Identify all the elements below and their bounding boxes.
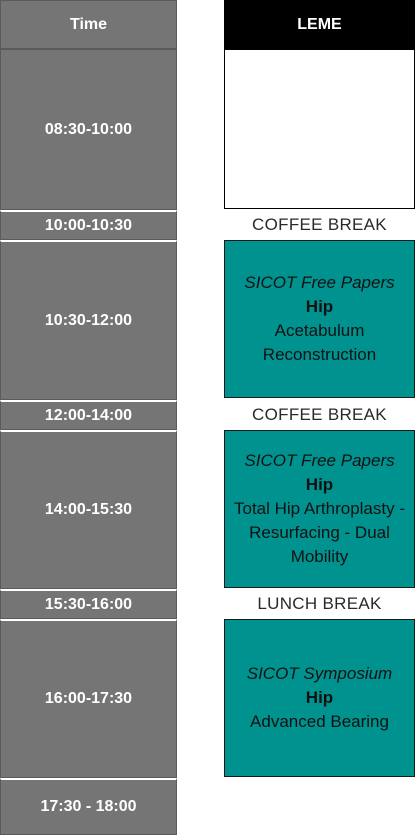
time-slot-1600: 16:00-17:30 bbox=[0, 619, 177, 778]
session-acetabulum-reconstruction[interactable]: SICOT Free Papers Hip Acetabulum Reconst… bbox=[224, 240, 415, 398]
time-slot-1530: 15:30-16:00 bbox=[0, 589, 177, 619]
session-title: Advanced Bearing bbox=[250, 712, 389, 731]
time-slot-0830: 08:30-10:00 bbox=[0, 49, 177, 210]
time-slot-1030: 10:30-12:00 bbox=[0, 240, 177, 400]
session-kind: SICOT Free Papers bbox=[244, 451, 395, 470]
room-header-leme: LEME bbox=[224, 0, 415, 49]
session-kind: SICOT Symposium bbox=[246, 664, 393, 683]
session-kind: SICOT Free Papers bbox=[244, 273, 395, 292]
session-topic: Hip bbox=[305, 297, 334, 316]
coffee-break-label: COFFEE BREAK bbox=[252, 215, 387, 234]
session-title: Acetabulum Reconstruction bbox=[262, 321, 377, 364]
time-slot-1000: 10:00-10:30 bbox=[0, 210, 177, 240]
session-topic: Hip bbox=[305, 688, 334, 707]
time-slot-1200: 12:00-14:00 bbox=[0, 400, 177, 430]
time-slot-1400: 14:00-15:30 bbox=[0, 430, 177, 589]
session-advanced-bearing[interactable]: SICOT Symposium Hip Advanced Bearing bbox=[224, 619, 415, 777]
coffee-break-label: COFFEE BREAK bbox=[252, 405, 387, 424]
session-total-hip-arthroplasty[interactable]: SICOT Free Papers Hip Total Hip Arthropl… bbox=[224, 430, 415, 588]
time-column-header: Time bbox=[0, 0, 177, 49]
time-slot-1730: 17:30 - 18:00 bbox=[0, 778, 177, 835]
lunch-break-label: LUNCH BREAK bbox=[257, 594, 382, 613]
empty-session-slot bbox=[224, 49, 415, 209]
session-topic: Hip bbox=[305, 475, 334, 494]
session-title: Total Hip Arthroplasty - Resurfacing - D… bbox=[233, 499, 405, 566]
